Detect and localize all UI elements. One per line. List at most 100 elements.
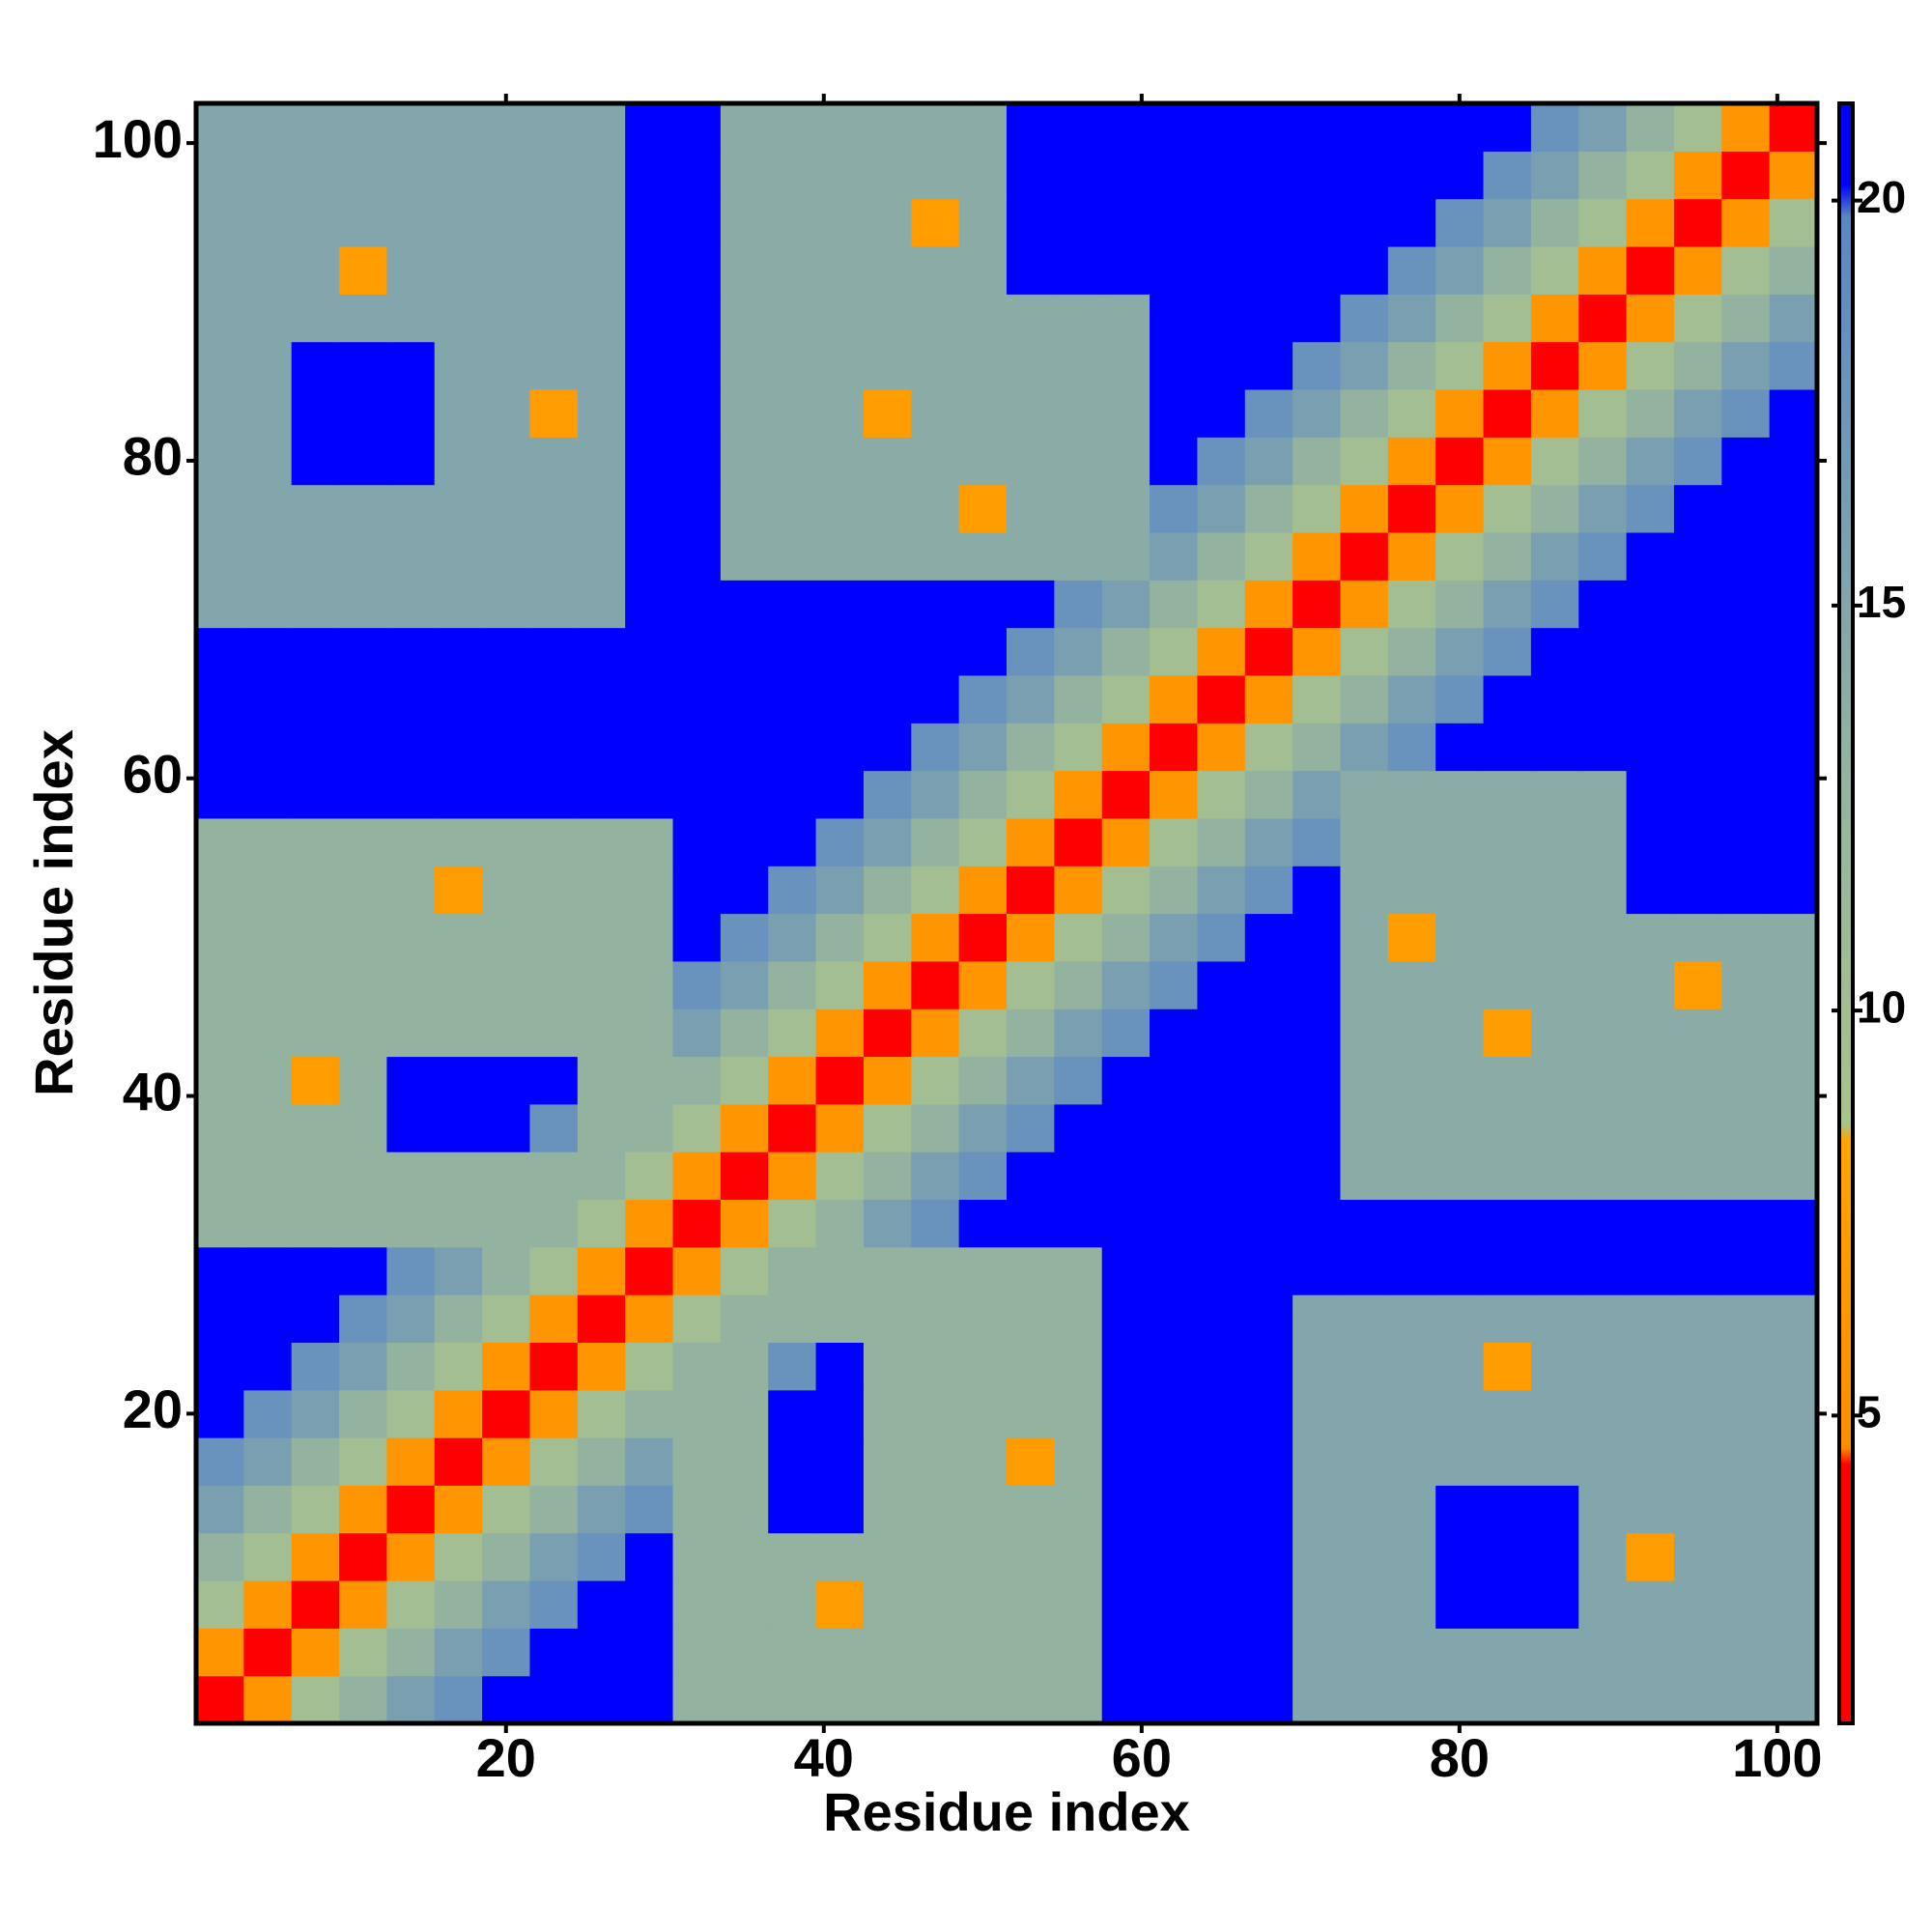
heatmap-cell [434,1628,483,1677]
heatmap-cell [1150,388,1199,438]
heatmap-cell [1293,1151,1342,1201]
heatmap-cell [291,1437,340,1486]
heatmap-cell [196,1294,244,1344]
heatmap-cell [1483,1342,1532,1391]
heatmap-cell [1293,245,1342,295]
heatmap-cell [1101,866,1151,915]
heatmap-cell [1054,1151,1103,1201]
heatmap-cell [958,1199,1008,1248]
heatmap-cell [1387,1389,1436,1438]
heatmap-cell [482,723,531,772]
heatmap-cell [720,151,769,200]
heatmap-cell [1387,1009,1436,1058]
heatmap-cell [815,913,865,962]
heatmap-cell [1007,1389,1055,1438]
heatmap-cell [1673,866,1722,915]
heatmap-cell [196,1009,244,1058]
heatmap-cell [434,1009,483,1058]
heatmap-cell [434,866,483,915]
heatmap-cell [434,151,483,200]
heatmap-cell [196,1628,244,1677]
heatmap-cell [1626,913,1675,962]
heatmap-cell [1578,151,1628,200]
heatmap-cell [911,1009,960,1058]
heatmap-cell [1244,913,1293,962]
heatmap-cell [1721,1199,1771,1248]
heatmap-cell [577,1056,626,1105]
heatmap-cell [1054,341,1103,390]
heatmap-cell [1626,531,1675,581]
heatmap-cell [911,341,960,390]
heatmap-cell [863,437,912,486]
heatmap-cell [1293,627,1342,676]
heatmap-cell [482,1056,531,1105]
heatmap-cell [1150,1151,1199,1201]
heatmap-cell [1340,484,1389,533]
heatmap-cell [1054,198,1103,247]
heatmap-cell [1340,388,1389,438]
heatmap-cell [672,437,722,486]
heatmap-cell [1054,388,1103,438]
heatmap-cell [1293,388,1342,438]
heatmap-cell [1244,960,1293,1009]
heatmap-cell [815,1294,865,1344]
heatmap-cell [958,1628,1008,1677]
heatmap-cell [1054,1342,1103,1391]
heatmap-cell [958,103,1008,152]
heatmap-cells [196,103,1818,1724]
heatmap-cell [482,960,531,1009]
heatmap-cell [1673,1103,1722,1152]
x-tick-label: 60 [1112,1727,1172,1788]
heatmap-cell [1530,341,1579,390]
heatmap-cell [1101,1294,1151,1344]
heatmap-cell [1483,437,1532,486]
heatmap-cell [1054,1246,1103,1295]
heatmap-cell [625,723,674,772]
heatmap-cell [1054,627,1103,676]
heatmap-cell [529,341,579,390]
heatmap-cell [196,1151,244,1201]
heatmap-cell [815,1199,865,1248]
heatmap-cell [1721,1675,1771,1724]
heatmap-cell [529,1056,579,1105]
heatmap-cell [1244,1580,1293,1629]
heatmap-cell [339,151,388,200]
heatmap-cell [1340,580,1389,629]
heatmap-cell [720,245,769,295]
heatmap-cell [1244,627,1293,676]
heatmap-cell [243,1437,293,1486]
heatmap-cell [1054,1056,1103,1105]
heatmap-cell [434,674,483,724]
heatmap-cell [768,1389,817,1438]
heatmap-cell [1769,531,1818,581]
heatmap-cell [434,388,483,438]
heatmap-cell [243,294,293,343]
heatmap-cell [1150,245,1199,295]
heatmap-cell [482,198,531,247]
heatmap-cell [243,151,293,200]
heatmap-cell [1483,1532,1532,1581]
heatmap-cell [768,580,817,629]
heatmap-cell [196,103,244,152]
heatmap-cell [1007,1246,1055,1295]
colorbar [1837,101,1855,1725]
heatmap-cell [863,1437,912,1486]
heatmap-cell [815,960,865,1009]
heatmap-cell [482,1532,531,1581]
heatmap-cell [291,1580,340,1629]
heatmap-cell [1101,770,1151,819]
heatmap-cell [1007,294,1055,343]
heatmap-cell [1244,531,1293,581]
heatmap-cell [243,531,293,581]
heatmap-cell [434,627,483,676]
heatmap-cell [1578,1246,1628,1295]
heatmap-cell [339,913,388,962]
heatmap-cell [863,580,912,629]
heatmap-cell [243,437,293,486]
heatmap-cell [1340,1389,1389,1438]
heatmap-cell [1435,1532,1485,1581]
heatmap-cell [1054,723,1103,772]
heatmap-cell [1435,294,1485,343]
heatmap-cell [482,1294,531,1344]
heatmap-cell [768,1342,817,1391]
